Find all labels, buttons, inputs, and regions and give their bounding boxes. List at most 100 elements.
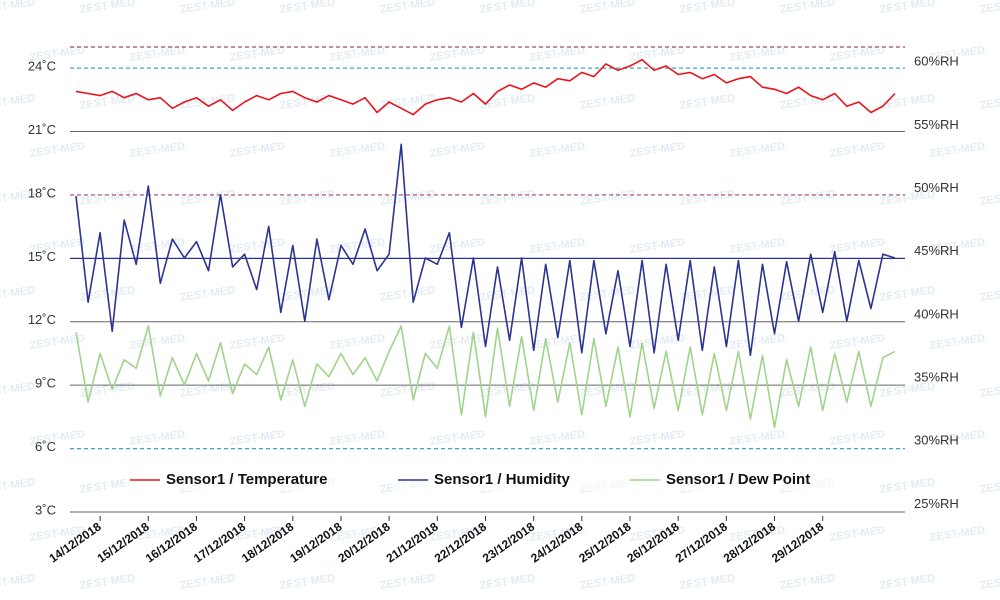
- watermark: ZEST-MED: [879, 476, 936, 496]
- watermark: ZEST-MED: [529, 236, 586, 256]
- watermark: ZEST-MED: [129, 332, 186, 352]
- watermark: ZEST-MED: [0, 572, 36, 592]
- watermark: ZEST-MED: [979, 476, 1000, 496]
- watermark: ZEST-MED: [729, 236, 786, 256]
- y2-tick-label: 40%RH: [914, 306, 959, 321]
- x-tick-label: 23/12/2018: [480, 519, 537, 565]
- legend-label: Sensor1 / Humidity: [434, 471, 571, 488]
- watermark: ZEST-MED: [229, 44, 286, 64]
- watermark: ZEST-MED: [629, 140, 686, 160]
- watermark: ZEST-MED: [179, 380, 236, 400]
- watermark: ZEST-MED: [379, 0, 436, 16]
- watermark: ZEST-MED: [179, 0, 236, 16]
- watermark: ZEST-MED: [0, 0, 36, 16]
- watermark: ZEST-MED: [879, 284, 936, 304]
- y2-tick-label: 60%RH: [914, 54, 959, 69]
- watermark: ZEST-MED: [429, 236, 486, 256]
- watermark: ZEST-MED: [379, 188, 436, 208]
- legend-label: Sensor1 / Dew Point: [666, 471, 810, 488]
- y-tick-label: 6˚C: [35, 439, 56, 454]
- watermark: ZEST-MED: [279, 0, 336, 16]
- y2-tick-label: 35%RH: [914, 369, 959, 384]
- watermark: ZEST-MED: [0, 380, 36, 400]
- watermark: ZEST-MED: [279, 572, 336, 592]
- legend-bg: [626, 469, 848, 491]
- watermark: ZEST-MED: [979, 188, 1000, 208]
- watermark: ZEST-MED: [979, 92, 1000, 112]
- watermark: ZEST-MED: [379, 572, 436, 592]
- watermark: ZEST-MED: [779, 188, 836, 208]
- y2-tick-label: 30%RH: [914, 433, 959, 448]
- watermark: ZEST-MED: [779, 92, 836, 112]
- x-tick-label: 28/12/2018: [721, 519, 778, 565]
- series-line: [75, 143, 896, 357]
- y-tick-label: 9˚C: [35, 376, 56, 391]
- watermark: ZEST-MED: [379, 92, 436, 112]
- watermark: ZEST-MED: [79, 92, 136, 112]
- watermark: ZEST-MED: [79, 188, 136, 208]
- watermark: ZEST-MED: [629, 428, 686, 448]
- legend-bg: [126, 469, 376, 491]
- legend-bg: [394, 469, 644, 491]
- watermark: ZEST-MED: [829, 140, 886, 160]
- y-tick-label: 18˚C: [28, 185, 56, 200]
- watermark: ZEST-MED: [779, 0, 836, 16]
- x-tick-label: 25/12/2018: [576, 519, 633, 565]
- y-tick-label: 3˚C: [35, 502, 56, 517]
- watermark: ZEST-MED: [479, 572, 536, 592]
- y-tick-label: 15˚C: [28, 249, 56, 264]
- watermark: ZEST-MED: [829, 332, 886, 352]
- watermark: ZEST-MED: [0, 284, 36, 304]
- watermark: ZEST-MED: [429, 428, 486, 448]
- watermark: ZEST-MED: [979, 0, 1000, 16]
- watermark: ZEST-MED: [479, 188, 536, 208]
- watermark: ZEST-MED: [179, 284, 236, 304]
- y-tick-label: 24˚C: [28, 59, 56, 74]
- watermark: ZEST-MED: [679, 0, 736, 16]
- y2-tick-label: 50%RH: [914, 180, 959, 195]
- watermark: ZEST-MED: [929, 332, 986, 352]
- watermark: ZEST-MED: [229, 236, 286, 256]
- watermark: ZEST-MED: [679, 572, 736, 592]
- y2-tick-label: 45%RH: [914, 243, 959, 258]
- watermark: ZEST-MED: [479, 0, 536, 16]
- watermark: ZEST-MED: [829, 236, 886, 256]
- y-tick-label: 12˚C: [28, 312, 56, 327]
- watermark: ZEST-MED: [579, 572, 636, 592]
- watermark: ZEST-MED: [129, 140, 186, 160]
- watermark: ZEST-MED: [179, 572, 236, 592]
- watermark: ZEST-MED: [929, 140, 986, 160]
- series-line: [75, 325, 896, 429]
- watermark: ZEST-MED: [279, 188, 336, 208]
- watermark: ZEST-MED: [979, 572, 1000, 592]
- watermark: ZEST-MED: [529, 140, 586, 160]
- watermark: ZEST-MED: [429, 332, 486, 352]
- y2-tick-label: 25%RH: [914, 496, 959, 511]
- watermark: ZEST-MED: [679, 92, 736, 112]
- watermark: ZEST-MED: [979, 284, 1000, 304]
- watermark: ZEST-MED: [329, 428, 386, 448]
- watermark: ZEST-MED: [29, 140, 86, 160]
- watermark: ZEST-MED: [429, 140, 486, 160]
- watermark: ZEST-MED: [729, 428, 786, 448]
- watermark: ZEST-MED: [79, 0, 136, 16]
- watermark: ZEST-MED: [579, 284, 636, 304]
- watermark: ZEST-MED: [579, 188, 636, 208]
- watermark: ZEST-MED: [79, 572, 136, 592]
- watermark: ZEST-MED: [329, 140, 386, 160]
- legend-label: Sensor1 / Temperature: [166, 471, 327, 488]
- watermark: ZEST-MED: [579, 0, 636, 16]
- watermark: ZEST-MED: [979, 380, 1000, 400]
- watermark: ZEST-MED: [679, 284, 736, 304]
- watermark: ZEST-MED: [229, 428, 286, 448]
- watermark: ZEST-MED: [0, 476, 36, 496]
- watermark: ZEST-MED: [129, 428, 186, 448]
- watermark: ZEST-MED: [329, 332, 386, 352]
- watermark: ZEST-MED: [679, 188, 736, 208]
- watermark: ZEST-MED: [879, 0, 936, 16]
- watermark: ZEST-MED: [929, 524, 986, 544]
- watermark: ZEST-MED: [279, 92, 336, 112]
- watermark: ZEST-MED: [629, 236, 686, 256]
- watermark: ZEST-MED: [729, 332, 786, 352]
